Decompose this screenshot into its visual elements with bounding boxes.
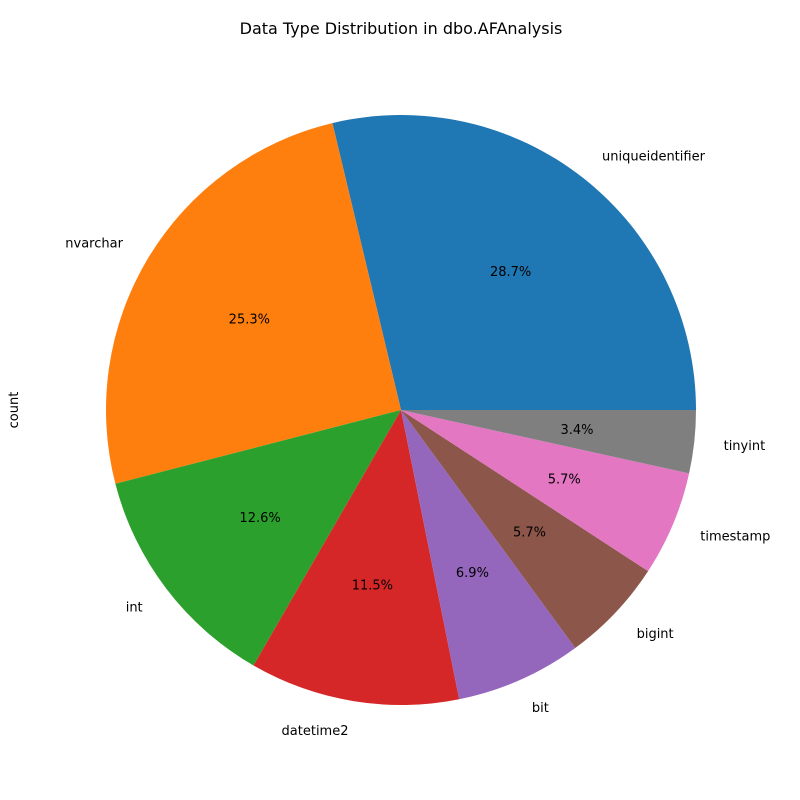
category-label-bit: bit <box>532 701 549 716</box>
percent-label-bigint: 5.7% <box>513 526 546 541</box>
percent-label-int: 12.6% <box>239 511 280 526</box>
category-label-datetime2: datetime2 <box>282 724 349 739</box>
chart-title: Data Type Distribution in dbo.AFAnalysis <box>240 19 563 38</box>
pie-slice-bit <box>401 410 576 700</box>
percent-label-datetime2: 11.5% <box>352 579 393 594</box>
percent-label-tinyint: 3.4% <box>560 423 593 438</box>
pie-slice-tinyint <box>401 410 696 474</box>
percent-label-uniqueidentifier: 28.7% <box>490 265 531 280</box>
category-label-tinyint: tinyint <box>724 439 766 454</box>
category-label-bigint: bigint <box>637 627 674 642</box>
y-axis-label: count <box>7 392 22 429</box>
pie-labels: 28.7% uniqueidentifier 25.3% nvarchar 12.6% i… <box>65 149 770 739</box>
pie-slice-timestamp <box>401 410 690 572</box>
category-label-nvarchar: nvarchar <box>65 237 123 252</box>
category-label-uniqueidentifier: uniqueidentifier <box>602 149 706 164</box>
percent-label-nvarchar: 25.3% <box>229 313 270 328</box>
pie-slice-datetime2 <box>253 410 460 705</box>
category-label-timestamp: timestamp <box>700 530 770 545</box>
percent-label-timestamp: 5.7% <box>548 472 581 487</box>
pie-slice-int <box>115 410 401 666</box>
pie-slice-bigint <box>401 410 649 649</box>
pie-slice-uniqueidentifier <box>332 114 696 410</box>
pie-slice-nvarchar <box>105 123 401 484</box>
category-label-int: int <box>126 600 143 615</box>
pie-slices <box>105 114 696 705</box>
percent-label-bit: 6.9% <box>456 566 489 581</box>
